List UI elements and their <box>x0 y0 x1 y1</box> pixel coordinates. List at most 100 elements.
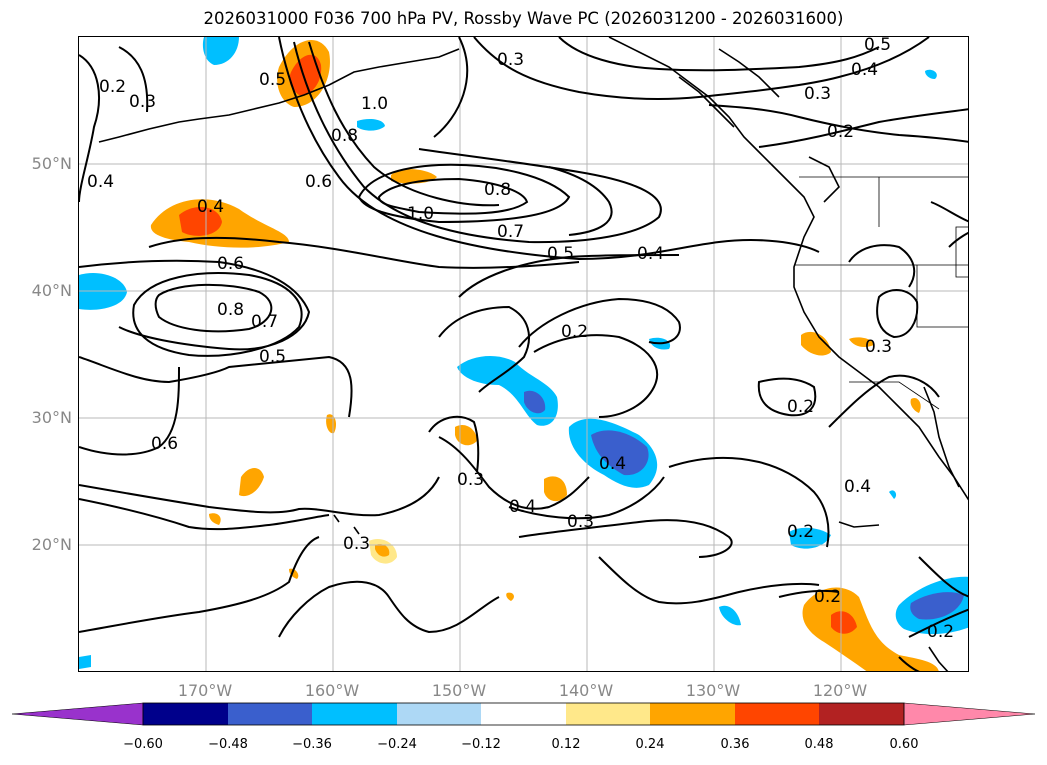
negative-anomaly-blob <box>925 69 937 79</box>
colorbar-tick-label: −0.12 <box>461 737 501 752</box>
positive-anomaly-blob <box>455 424 477 446</box>
longitude-label: 130°W <box>685 681 741 700</box>
latitude-label: 20°N <box>31 535 72 554</box>
colorbar-segment <box>397 703 481 725</box>
contour-label: 0.2 <box>927 622 954 642</box>
negative-anomaly-blob <box>357 118 385 131</box>
contour-label: 0.4 <box>599 454 626 474</box>
colorbar-segment <box>650 703 735 725</box>
colorbar-tick-label: −0.48 <box>208 737 248 752</box>
colorbar-frame <box>142 702 905 726</box>
colorbar-segment <box>312 703 397 725</box>
latitude-label: 30°N <box>31 408 72 427</box>
contour-label: 0.6 <box>305 172 332 192</box>
contour-label: 0.2 <box>787 522 814 542</box>
latitude-label: 40°N <box>31 281 72 300</box>
contour-label: 0.4 <box>87 172 114 192</box>
positive-anomaly-blob <box>209 513 221 525</box>
contour-label: 1.0 <box>361 94 388 114</box>
contour-label: 0.2 <box>827 122 854 142</box>
positive-anomaly-blob <box>849 337 874 347</box>
contour-label: 0.5 <box>547 244 574 264</box>
contour-label: 0.3 <box>343 534 370 554</box>
negative-anomaly-blob <box>457 355 558 426</box>
contour-label: 0.7 <box>497 222 524 242</box>
contour-label: 0.3 <box>567 512 594 532</box>
positive-anomaly-blob <box>831 611 857 634</box>
contour-label: 0.7 <box>251 312 278 332</box>
contour-label: 0.4 <box>844 477 871 497</box>
contour-label: 0.5 <box>259 70 286 90</box>
colorbar-tick-label: 0.48 <box>804 737 834 752</box>
contour-label: 0.2 <box>561 322 588 342</box>
colorbar-tick-label: −0.60 <box>123 737 163 752</box>
positive-anomaly-blob <box>179 206 222 236</box>
positive-anomaly-blob <box>910 397 921 413</box>
negative-anomaly-blob <box>202 37 239 65</box>
contour-label: 0.2 <box>99 77 126 97</box>
contour-label: 0.4 <box>637 244 664 264</box>
contour-label: 0.3 <box>457 470 484 490</box>
anomaly-shading <box>79 37 968 671</box>
contour-label: 0.3 <box>865 337 892 357</box>
colorbar-tick-label: 0.24 <box>635 737 665 752</box>
colorbar <box>11 702 1036 726</box>
positive-anomaly-blob <box>375 544 390 557</box>
colorbar-segment <box>735 703 819 725</box>
positive-anomaly-blob <box>801 331 831 356</box>
contour-label: 0.4 <box>197 197 224 217</box>
positive-anomaly-blob <box>506 592 514 601</box>
negative-anomaly-blob <box>910 592 964 620</box>
contour-label: 0.8 <box>331 126 358 146</box>
colorbar-tick-label: 0.12 <box>551 737 581 752</box>
colorbar-segment <box>903 702 1036 726</box>
contour-label: 0.8 <box>217 300 244 320</box>
positive-anomaly-blob <box>326 414 337 434</box>
colorbar-segment <box>11 702 144 726</box>
longitude-label: 120°W <box>812 681 868 700</box>
colorbar-tick-label: −0.36 <box>292 737 332 752</box>
contour-label: 0.5 <box>864 37 891 55</box>
map-title: 2026031000 F036 700 hPa PV, Rossby Wave … <box>203 9 844 28</box>
longitude-label: 170°W <box>177 681 233 700</box>
positive-anomaly-blob <box>289 54 322 96</box>
positive-anomaly-blob <box>239 468 264 497</box>
positive-anomaly-blob <box>544 476 567 502</box>
contour-label: 0.4 <box>509 497 536 517</box>
negative-anomaly-blob <box>719 605 741 626</box>
contour-label: 0.8 <box>484 180 511 200</box>
pv-map-svg: 0.5 0.3 0.5 0.4 0.3 0.2 0.3 0.2 1.0 0.8 … <box>79 37 968 671</box>
negative-anomaly-blob <box>524 390 546 414</box>
longitude-label: 160°W <box>304 681 360 700</box>
positive-anomaly-blob <box>802 587 939 671</box>
negative-anomaly-blob <box>789 527 831 549</box>
contour-label: 1.0 <box>407 204 434 224</box>
colorbar-segment <box>481 703 566 725</box>
negative-anomaly-blob <box>79 655 91 669</box>
colorbar-segment <box>228 703 312 725</box>
contour-label: 0.2 <box>787 397 814 417</box>
contour-label: 0.3 <box>804 84 831 104</box>
negative-anomaly-blob <box>889 490 897 499</box>
pv-contours <box>79 37 968 671</box>
contour-label: 0.3 <box>129 92 156 112</box>
longitude-label: 150°W <box>431 681 487 700</box>
contour-label: 0.4 <box>851 60 878 80</box>
contour-label: 0.5 <box>259 347 286 367</box>
contour-label: 0.6 <box>217 254 244 274</box>
contour-labels: 0.5 0.3 0.5 0.4 0.3 0.2 0.3 0.2 1.0 0.8 … <box>87 37 954 642</box>
negative-anomaly-blob <box>591 430 649 476</box>
colorbar-tick-label: −0.24 <box>377 737 417 752</box>
colorbar-tick-label: 0.36 <box>720 737 750 752</box>
map-panel[interactable]: 0.5 0.3 0.5 0.4 0.3 0.2 0.3 0.2 1.0 0.8 … <box>78 36 969 672</box>
contour-label: 0.2 <box>814 587 841 607</box>
colorbar-segment <box>143 703 228 725</box>
colorbar-segment <box>819 703 904 725</box>
latitude-label: 50°N <box>31 154 72 173</box>
contour-label: 0.6 <box>151 434 178 454</box>
positive-anomaly-blob <box>289 568 299 579</box>
longitude-label: 140°W <box>558 681 614 700</box>
contour-label: 0.3 <box>497 50 524 70</box>
colorbar-segment <box>566 703 650 725</box>
colorbar-tick-label: 0.60 <box>889 737 919 752</box>
